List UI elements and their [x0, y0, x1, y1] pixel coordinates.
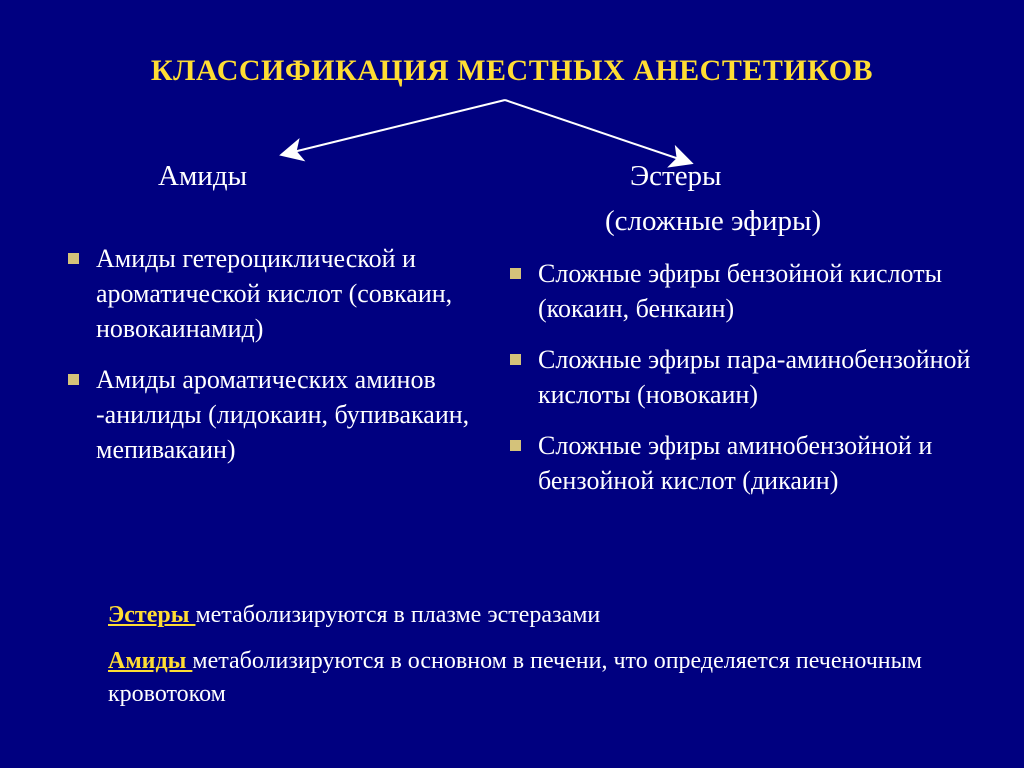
right-subheading: (сложные эфиры) — [510, 205, 984, 238]
footer-line: Эстеры метаболизируются в плазме эстераз… — [108, 599, 964, 631]
right-list: Сложные эфиры бензойной кислоты (кокаин,… — [510, 256, 984, 499]
left-list: Амиды гетероциклической и ароматической … — [68, 241, 470, 468]
right-branch: Эстеры (сложные эфиры) Сложные эфиры бен… — [490, 160, 1024, 515]
list-item: Амиды ароматических аминов -анилиды (лид… — [68, 362, 470, 467]
footer-line: Амиды метаболизируются в основном в пече… — [108, 645, 964, 710]
list-item: Сложные эфиры бензойной кислоты (кокаин,… — [510, 256, 984, 326]
left-branch: Амиды Амиды гетероциклической и ароматич… — [0, 160, 490, 515]
left-heading: Амиды — [68, 160, 470, 193]
list-item: Амиды гетероциклической и ароматической … — [68, 241, 470, 346]
footer-notes: Эстеры метаболизируются в плазме эстераз… — [108, 599, 964, 724]
footer-keyword: Эстеры — [108, 602, 195, 628]
columns-container: Амиды Амиды гетероциклической и ароматич… — [0, 160, 1024, 515]
list-item: Сложные эфиры пара-аминобензойной кислот… — [510, 342, 984, 412]
list-item: Сложные эфиры аминобензойной и бензойной… — [510, 428, 984, 498]
footer-text: метаболизируются в плазме эстеразами — [195, 602, 600, 628]
footer-keyword: Амиды — [108, 648, 192, 674]
right-heading: Эстеры — [510, 160, 984, 193]
slide-title: КЛАССИФИКАЦИЯ МЕСТНЫХ АНЕСТЕТИКОВ — [0, 0, 1024, 88]
footer-text: метаболизируются в основном в печени, чт… — [108, 648, 922, 706]
